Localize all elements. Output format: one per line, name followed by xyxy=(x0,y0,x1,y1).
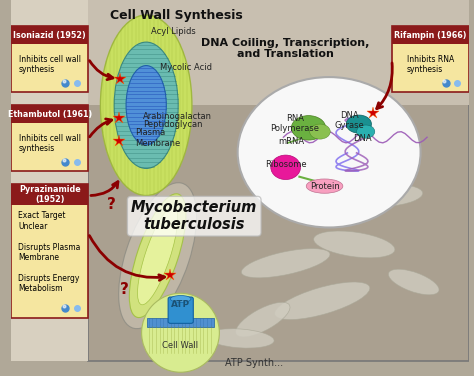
Text: ATP Synth...: ATP Synth... xyxy=(225,358,283,368)
FancyBboxPatch shape xyxy=(392,26,469,44)
Text: Cell Wall Synthesis: Cell Wall Synthesis xyxy=(109,9,242,23)
Ellipse shape xyxy=(292,116,326,140)
Text: Cell Wall: Cell Wall xyxy=(163,341,199,350)
Ellipse shape xyxy=(346,115,372,133)
Text: Acyl Lipids: Acyl Lipids xyxy=(151,27,195,36)
Ellipse shape xyxy=(306,179,343,193)
Text: Arabinogalactan: Arabinogalactan xyxy=(143,112,212,121)
Circle shape xyxy=(237,77,420,227)
FancyBboxPatch shape xyxy=(11,26,88,44)
FancyBboxPatch shape xyxy=(392,26,469,92)
Ellipse shape xyxy=(388,269,439,295)
Text: Protein: Protein xyxy=(310,182,339,191)
Ellipse shape xyxy=(100,15,192,196)
Ellipse shape xyxy=(356,125,375,138)
Text: DNA
Gyrase: DNA Gyrase xyxy=(335,111,365,130)
Text: Plasma
Membrane: Plasma Membrane xyxy=(135,128,180,148)
Ellipse shape xyxy=(236,302,290,337)
Text: DNA Coiling, Transcription,
and Translation: DNA Coiling, Transcription, and Translat… xyxy=(201,38,370,59)
Ellipse shape xyxy=(114,42,178,168)
Text: Mycobacterium
tuberculosis: Mycobacterium tuberculosis xyxy=(131,200,257,232)
Text: Rifampin (1966): Rifampin (1966) xyxy=(394,31,466,40)
Ellipse shape xyxy=(314,231,395,258)
Text: Pyrazinamide
(1952): Pyrazinamide (1952) xyxy=(19,185,81,204)
Ellipse shape xyxy=(241,249,330,278)
Text: Inhibits cell wall
synthesis: Inhibits cell wall synthesis xyxy=(18,134,81,153)
Text: mRNA: mRNA xyxy=(278,136,304,146)
FancyBboxPatch shape xyxy=(11,184,88,205)
Text: RNA
Polymerase: RNA Polymerase xyxy=(270,114,319,133)
Text: Inhibits cell wall
synthesis: Inhibits cell wall synthesis xyxy=(18,55,81,74)
Text: DNA: DNA xyxy=(353,134,372,143)
Ellipse shape xyxy=(350,184,423,207)
FancyBboxPatch shape xyxy=(147,318,213,327)
Ellipse shape xyxy=(310,124,330,139)
Ellipse shape xyxy=(137,206,178,305)
Text: Isoniazid (1952): Isoniazid (1952) xyxy=(13,31,86,40)
Text: Mycolic Acid: Mycolic Acid xyxy=(160,63,212,72)
Ellipse shape xyxy=(126,65,166,145)
FancyBboxPatch shape xyxy=(11,105,88,123)
Text: Ethambutol (1961): Ethambutol (1961) xyxy=(8,110,92,119)
Text: Ribosome: Ribosome xyxy=(265,160,307,169)
Ellipse shape xyxy=(171,296,191,302)
Ellipse shape xyxy=(142,293,219,372)
FancyBboxPatch shape xyxy=(88,0,469,105)
Text: ?: ? xyxy=(107,197,115,212)
Ellipse shape xyxy=(274,282,370,320)
FancyBboxPatch shape xyxy=(11,26,88,92)
Ellipse shape xyxy=(206,329,274,348)
Ellipse shape xyxy=(118,183,197,329)
FancyBboxPatch shape xyxy=(168,297,193,323)
Text: ?: ? xyxy=(120,282,129,297)
Ellipse shape xyxy=(129,194,186,318)
Text: ATP: ATP xyxy=(171,300,190,309)
Text: Inhibits RNA
synthesis: Inhibits RNA synthesis xyxy=(407,55,454,74)
FancyBboxPatch shape xyxy=(11,184,88,318)
FancyBboxPatch shape xyxy=(11,105,88,171)
Text: Exact Target
Unclear

Disrupts Plasma
Membrane

Disrupts Energy
Metabolism: Exact Target Unclear Disrupts Plasma Mem… xyxy=(18,211,81,293)
Ellipse shape xyxy=(271,155,301,180)
FancyBboxPatch shape xyxy=(11,0,88,361)
FancyBboxPatch shape xyxy=(88,0,469,361)
Text: Peptidoglycan: Peptidoglycan xyxy=(143,120,202,129)
